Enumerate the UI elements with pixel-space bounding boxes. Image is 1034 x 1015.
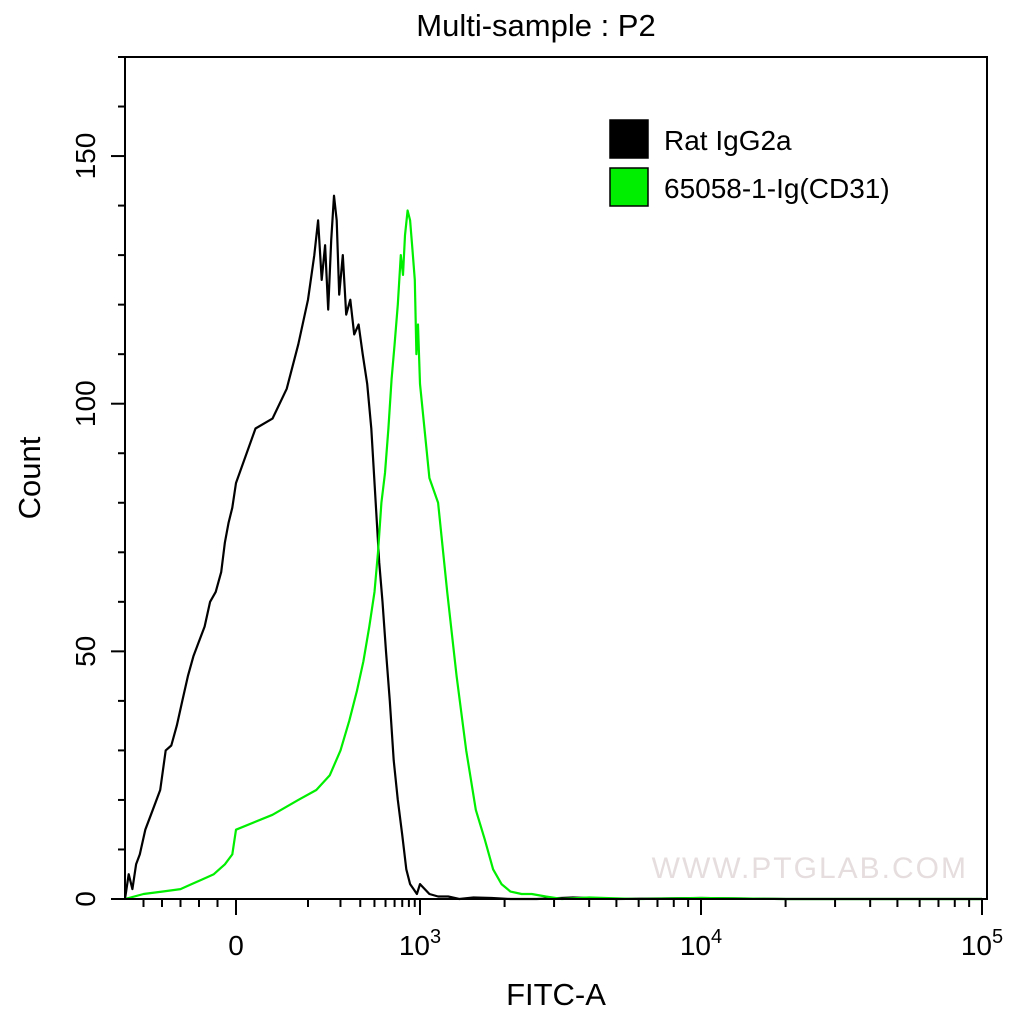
series-line-1 xyxy=(123,194,982,901)
series-line-2 xyxy=(124,209,982,901)
x-tick-label: 103 xyxy=(399,926,441,961)
x-tick-label: 0 xyxy=(228,930,244,961)
y-tick-label: 150 xyxy=(70,133,101,180)
watermark: WWW.PTGLAB.COM xyxy=(652,852,968,885)
legend-label-1: Rat IgG2a xyxy=(664,125,792,156)
legend-label-2: 65058-1-Ig(CD31) xyxy=(664,173,890,204)
legend-swatch-2 xyxy=(609,167,649,207)
y-axis: 0 50 100 150 xyxy=(70,56,125,907)
plot-frame xyxy=(124,56,988,900)
x-axis-title: FITC-A xyxy=(506,977,606,1012)
legend: Rat IgG2a 65058-1-Ig(CD31) xyxy=(609,119,890,207)
x-axis: 0 103 104 105 xyxy=(142,899,1003,961)
y-axis-title: Count xyxy=(12,436,47,519)
x-tick-label: 105 xyxy=(961,926,1003,961)
plot-area xyxy=(123,194,982,901)
y-tick-label: 50 xyxy=(70,636,101,667)
x-tick-label: 104 xyxy=(680,926,722,961)
y-tick-label: 0 xyxy=(70,891,101,907)
y-tick-label: 100 xyxy=(70,380,101,427)
chart-title: Multi-sample : P2 xyxy=(416,8,655,43)
legend-swatch-1 xyxy=(609,119,649,159)
